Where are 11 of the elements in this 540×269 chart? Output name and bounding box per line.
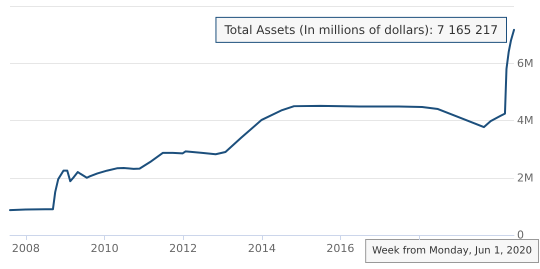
y-tick-label: 6M <box>517 56 534 70</box>
text: Week from Monday, Jun 1, 2020 <box>372 246 532 256</box>
x-tick-label: 2012 <box>169 242 198 255</box>
x-tick-label: 2008 <box>12 242 40 255</box>
x-tick-label: 2010 <box>90 242 119 255</box>
y-tick-label: 4M <box>517 114 534 127</box>
x-tick-label: 2016 <box>326 242 354 255</box>
annotation: Total Assets (In millions of dollars): 7 165 217 <box>223 22 498 37</box>
y-tick-label: 0 <box>517 228 524 242</box>
y-tick-label: 2M <box>517 171 534 184</box>
x-tick-label: 2014 <box>248 242 276 255</box>
